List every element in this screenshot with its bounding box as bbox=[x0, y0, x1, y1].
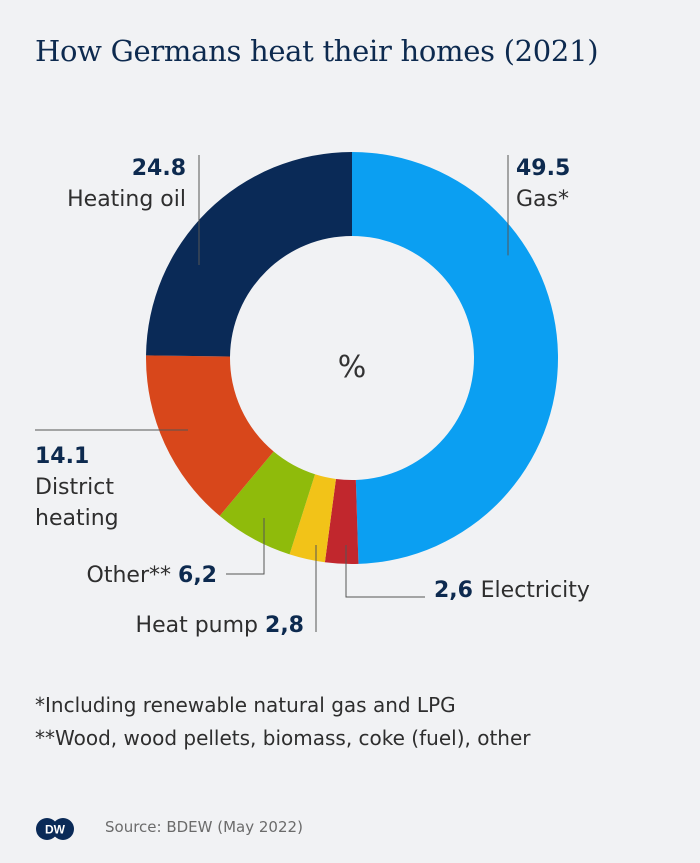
dw-logo: DW bbox=[36, 818, 74, 840]
label-electricity: 2,6 Electricity bbox=[434, 578, 590, 603]
slice-heat-pump bbox=[289, 474, 336, 563]
label-other: Other** 6,2 bbox=[87, 563, 217, 588]
name-label-district-heating-1: District bbox=[35, 475, 114, 500]
slice-electricity bbox=[324, 478, 359, 564]
name-label-gas: Gas* bbox=[516, 187, 569, 212]
donut-chart: % 49.5 Gas* 24.8 Heating oil 14.1 District heat… bbox=[35, 151, 590, 638]
footnote-gas: *Including renewable natural gas and LPG bbox=[35, 693, 456, 717]
dw-logo-text: DW bbox=[45, 823, 66, 837]
leader-electricity bbox=[345, 545, 425, 598]
value-label-gas: 49.5 bbox=[516, 156, 570, 181]
slice-heating-oil bbox=[146, 152, 352, 357]
slice-gas bbox=[352, 151, 559, 564]
leader-other bbox=[226, 518, 265, 575]
slice-district-heating bbox=[146, 355, 274, 516]
name-label-heating-oil: Heating oil bbox=[67, 187, 186, 212]
value-label-district-heating: 14.1 bbox=[35, 444, 89, 469]
source-note: Source: BDEW (May 2022) bbox=[105, 818, 303, 836]
slice-other bbox=[219, 451, 316, 555]
chart-title: How Germans heat their homes (2021) bbox=[35, 34, 599, 68]
value-label-heating-oil: 24.8 bbox=[132, 156, 186, 181]
center-label: % bbox=[338, 350, 367, 385]
name-label-district-heating-2: heating bbox=[35, 506, 119, 531]
footnote-other: **Wood, wood pellets, biomass, coke (fue… bbox=[35, 726, 531, 750]
label-heat-pump: Heat pump 2,8 bbox=[136, 613, 304, 638]
